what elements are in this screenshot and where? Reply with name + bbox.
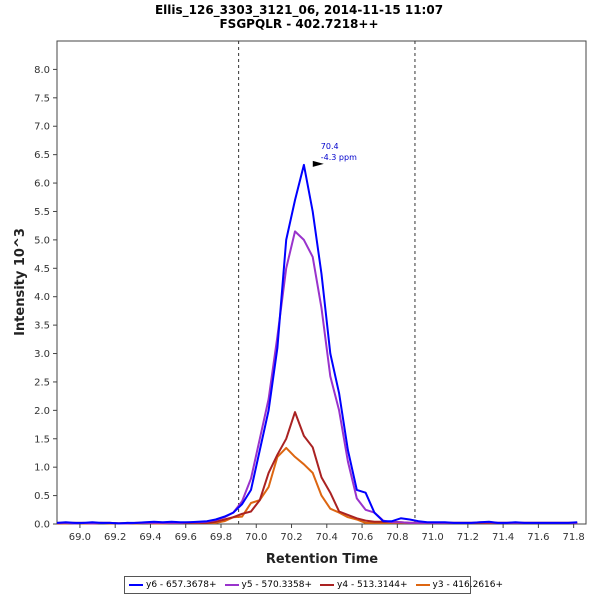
y-tick-label: 4.5 [34,264,50,275]
y-tick-label: 0.0 [34,520,50,531]
y-tick-label: 6.0 [34,179,50,190]
y-tick-label: 6.5 [34,150,50,161]
x-tick-label: 71.8 [563,532,585,543]
legend-label: y5 - 570.3358+ [241,580,313,590]
y-tick-label: 7.5 [34,93,50,104]
y-tick-label: 4.0 [34,292,50,303]
legend-item: y5 - 570.3358+ [224,580,313,590]
x-tick-label: 71.6 [527,532,549,543]
x-tick-label: 71.4 [492,532,514,543]
y-axis-label: Intensity 10^3 [13,228,28,336]
legend-item: y6 - 657.3678+ [129,580,217,590]
y-tick-label: 0.5 [34,491,50,502]
x-tick-label: 70.6 [351,532,373,543]
y-tick-label: 3.0 [34,349,50,360]
legend-label: y4 - 513.3144+ [337,580,408,590]
legend-item: y4 - 513.3144+ [320,580,408,590]
chart-legend: y6 - 657.3678+ y5 - 570.3358+ y4 - 513.314… [124,576,503,594]
peak-annotation-ppm: -4.3 ppm [321,153,357,162]
legend-swatch [224,584,239,586]
x-tick-label: 69.6 [175,532,197,543]
y-tick-label: 8.0 [34,65,50,76]
x-tick-label: 70.2 [280,532,302,543]
x-tick-label: 69.2 [104,532,126,543]
x-tick-label: 70.0 [245,532,267,543]
series-line [56,163,578,525]
x-tick-label: 69.4 [139,532,161,543]
x-tick-label: 71.2 [457,532,479,543]
peak-arrow-icon [312,160,324,167]
y-tick-label: 5.0 [34,235,50,246]
x-tick-label: 69.0 [69,532,91,543]
legend-swatch [320,584,335,586]
y-tick-label: 2.5 [34,377,50,388]
legend-swatch [129,584,143,586]
peak-boundaries [238,41,416,524]
y-tick-label: 5.5 [34,207,50,218]
x-tick-label: 69.8 [210,532,232,543]
legend-label: y6 - 657.3678+ [146,580,217,590]
y-tick-label: 1.0 [34,463,50,474]
x-axis-label: Retention Time [266,552,378,567]
x-axis-ticks: 69.0 69.2 69.4 69.6 69.8 70.0 70.2 70.4 70.6 70.8… [69,524,585,543]
legend-label: y3 - 416.2616+ [432,580,504,590]
x-tick-label: 71.0 [421,532,443,543]
y-tick-label: 2.0 [34,406,50,417]
y-tick-label: 7.0 [34,122,50,133]
chart-subtitle: FSGPQLR - 402.7218++ [219,17,378,31]
legend-swatch [415,584,430,586]
peak-annotation-rt: 70.4 [321,142,339,151]
y-tick-label: 3.5 [34,321,50,332]
peak-annotation: 70.4 -4.3 ppm [312,142,357,167]
y-tick-label: 1.5 [34,434,50,445]
x-tick-label: 70.4 [316,532,338,543]
legend-item: y3 - 416.2616+ [415,580,504,590]
chart-title: Ellis_126_3303_3121_06, 2014-11-15 11:07 [155,3,443,18]
y-axis-ticks: 0.0 0.5 1.0 1.5 2.0 2.5 3.0 3.5 4.0 4.5 5.0 5.5 6.0 6… [34,65,57,531]
series-lines [56,163,578,525]
x-tick-label: 70.8 [386,532,408,543]
